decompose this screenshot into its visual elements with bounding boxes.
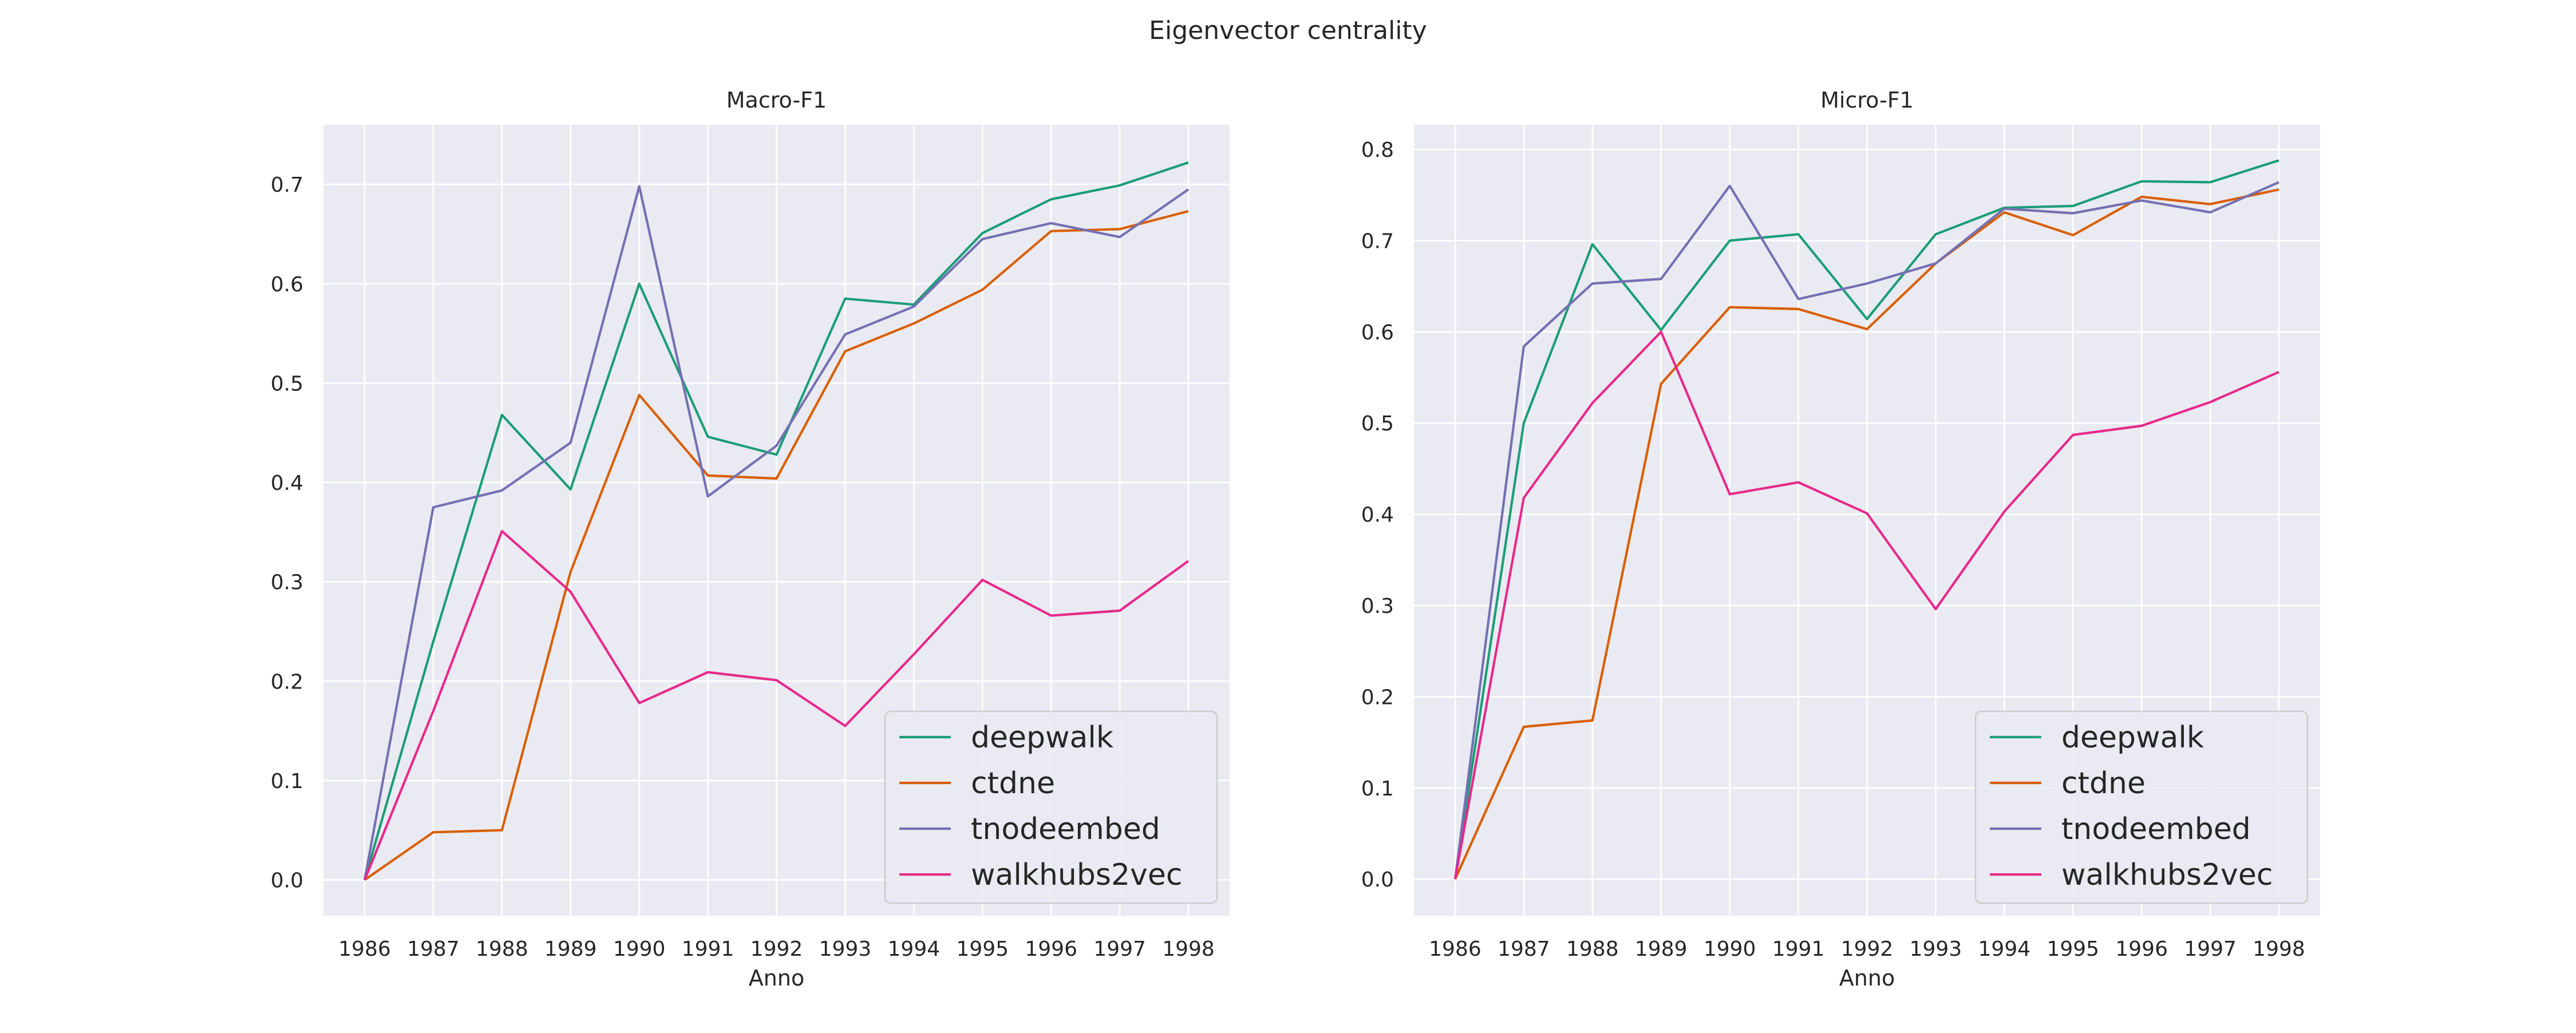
legend-label-deepwalk: deepwalk bbox=[971, 721, 1113, 755]
y-tick-label: 0.0 bbox=[1361, 868, 1394, 892]
legend-label-deepwalk: deepwalk bbox=[2061, 721, 2204, 755]
x-tick-label: 1996 bbox=[2115, 937, 2168, 961]
x-tick-label: 1994 bbox=[888, 937, 941, 961]
x-tick-label: 1991 bbox=[1772, 937, 1825, 961]
x-tick-label: 1993 bbox=[1910, 937, 1962, 961]
x-tick-label: 1989 bbox=[544, 937, 597, 961]
x-axis-label: Anno bbox=[749, 965, 804, 991]
y-tick-label: 0.1 bbox=[271, 770, 303, 793]
legend: deepwalk ctdne tnodeembed walkhubs2vec bbox=[1974, 710, 2309, 904]
x-tick-label: 1986 bbox=[338, 937, 391, 961]
legend-label-ctdne: ctdne bbox=[2061, 766, 2146, 801]
series-line-tnodeembed bbox=[363, 185, 1190, 880]
x-tick-label: 1995 bbox=[2046, 937, 2099, 961]
x-tick-label: 1990 bbox=[1704, 937, 1756, 961]
x-tick-label: 1997 bbox=[1093, 937, 1146, 961]
x-tick-label: 1992 bbox=[1841, 937, 1894, 961]
panel-1: 1986 1987 1988 1989 1990 1991 1992 1993 1994 1995… bbox=[271, 88, 1230, 991]
x-axis-label: Anno bbox=[1839, 965, 1895, 991]
x-tick-label: 1992 bbox=[750, 937, 803, 961]
x-tick-label: 1987 bbox=[407, 937, 460, 961]
legend-box bbox=[1974, 710, 2309, 904]
legend-label-walkhubs2vec: walkhubs2vec bbox=[971, 858, 1182, 892]
x-tick-label: 1997 bbox=[2184, 937, 2237, 961]
y-tick-label: 0.8 bbox=[1361, 138, 1394, 162]
panel-title: Micro-F1 bbox=[1820, 88, 1914, 113]
x-tick-label: 1988 bbox=[476, 937, 528, 961]
legend-label-tnodeembed: tnodeembed bbox=[2061, 812, 2251, 846]
x-tick-label: 1989 bbox=[1635, 937, 1688, 961]
x-tick-label: 1996 bbox=[1025, 937, 1077, 961]
y-tick-label: 0.0 bbox=[271, 869, 303, 892]
x-tick-label: 1990 bbox=[613, 937, 666, 961]
x-tick-label: 1991 bbox=[682, 937, 734, 961]
series-line-ctdne bbox=[1454, 188, 2279, 880]
legend-label-tnodeembed: tnodeembed bbox=[971, 812, 1160, 846]
x-tick-label: 1995 bbox=[956, 937, 1009, 961]
y-tick-label: 0.4 bbox=[1361, 504, 1394, 527]
y-tick-label: 0.2 bbox=[1361, 686, 1394, 709]
panel-2: 1986 1987 1988 1989 1990 1991 1992 1993 1994 1995… bbox=[1361, 88, 2320, 991]
y-tick-label: 0.1 bbox=[1361, 777, 1394, 801]
figure-title: Eigenvector centrality bbox=[1149, 16, 1427, 45]
y-tick-label: 0.4 bbox=[271, 472, 303, 495]
legend-box bbox=[884, 710, 1218, 904]
series-line-ctdne bbox=[364, 209, 1189, 881]
x-tick-label: 1988 bbox=[1566, 937, 1619, 961]
series-line-deepwalk bbox=[363, 161, 1189, 881]
x-tick-label: 1986 bbox=[1429, 937, 1481, 961]
series-line-tnodeembed bbox=[1453, 181, 2279, 880]
y-tick-label: 0.7 bbox=[271, 173, 303, 197]
y-tick-label: 0.5 bbox=[271, 372, 303, 395]
legend-label-ctdne: ctdne bbox=[971, 766, 1055, 801]
y-tick-label: 0.7 bbox=[1361, 229, 1394, 253]
x-tick-label: 1987 bbox=[1498, 937, 1550, 961]
legend: deepwalk ctdne tnodeembed walkhubs2vec bbox=[884, 710, 1218, 904]
y-tick-label: 0.6 bbox=[271, 273, 303, 296]
x-tick-label: 1998 bbox=[1162, 937, 1215, 961]
y-tick-label: 0.2 bbox=[271, 670, 303, 694]
y-tick-label: 0.3 bbox=[1361, 595, 1394, 618]
y-tick-label: 0.3 bbox=[271, 571, 303, 595]
panel-title: Macro-F1 bbox=[726, 88, 827, 113]
series-line-walkhubs2vec bbox=[1453, 330, 2279, 880]
legend-label-walkhubs2vec: walkhubs2vec bbox=[2061, 858, 2273, 892]
x-tick-label: 1994 bbox=[1978, 937, 2031, 961]
y-tick-label: 0.6 bbox=[1361, 321, 1394, 345]
y-tick-label: 0.5 bbox=[1361, 412, 1394, 436]
series-line-walkhubs2vec bbox=[364, 529, 1190, 881]
x-tick-label: 1998 bbox=[2253, 937, 2305, 961]
x-tick-label: 1993 bbox=[819, 937, 872, 961]
series-line-deepwalk bbox=[1453, 159, 2279, 880]
